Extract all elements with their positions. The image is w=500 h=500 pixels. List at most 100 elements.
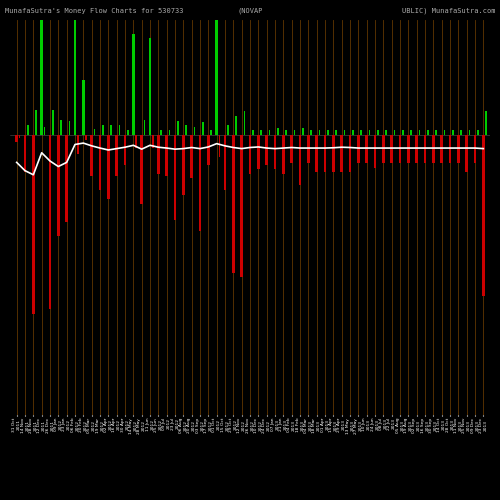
Text: (NOVAP: (NOVAP <box>238 8 263 14</box>
Bar <box>99 135 101 190</box>
Bar <box>316 135 318 172</box>
Bar <box>466 135 468 172</box>
Bar <box>486 111 487 135</box>
Bar <box>152 135 154 147</box>
Text: MunafaSutra's Money Flow Charts for 530733: MunafaSutra's Money Flow Charts for 5307… <box>5 8 184 14</box>
Bar <box>266 135 268 164</box>
Bar <box>149 38 151 135</box>
Bar <box>432 135 434 164</box>
Bar <box>416 135 418 164</box>
Bar <box>32 135 34 314</box>
Bar <box>119 124 120 135</box>
Bar <box>327 130 328 135</box>
Bar <box>166 135 168 176</box>
Bar <box>440 135 443 164</box>
Bar <box>174 135 176 220</box>
Bar <box>352 130 354 135</box>
Bar <box>36 110 37 135</box>
Bar <box>210 130 212 135</box>
Bar <box>110 124 112 135</box>
Bar <box>216 0 218 135</box>
Bar <box>127 130 128 135</box>
Bar <box>424 135 426 164</box>
Bar <box>274 135 276 170</box>
Bar <box>107 135 110 199</box>
Bar <box>244 111 246 135</box>
Bar <box>340 135 343 172</box>
Bar <box>219 135 220 157</box>
Bar <box>132 34 134 135</box>
Bar <box>190 135 193 178</box>
Bar <box>186 124 187 135</box>
Bar <box>144 120 146 135</box>
Bar <box>44 126 46 135</box>
Bar <box>374 135 376 168</box>
Bar <box>369 130 370 135</box>
Bar <box>136 135 137 147</box>
Bar <box>66 135 68 222</box>
Bar <box>336 130 337 135</box>
Bar <box>19 135 20 138</box>
Bar <box>27 124 28 135</box>
Bar <box>444 130 446 135</box>
Bar <box>282 135 284 174</box>
Bar <box>277 128 278 135</box>
Bar <box>182 135 184 194</box>
Bar <box>310 130 312 135</box>
Bar <box>86 135 87 140</box>
Bar <box>157 135 160 174</box>
Bar <box>436 130 437 135</box>
Bar <box>307 135 310 164</box>
Bar <box>227 124 228 135</box>
Bar <box>377 130 378 135</box>
Bar <box>24 135 26 172</box>
Bar <box>60 120 62 135</box>
Bar <box>199 135 201 232</box>
Bar <box>410 130 412 135</box>
Bar <box>477 130 478 135</box>
Bar <box>449 135 451 164</box>
Bar <box>116 135 118 176</box>
Bar <box>260 130 262 135</box>
Bar <box>474 135 476 164</box>
Bar <box>57 135 59 236</box>
Bar <box>140 135 143 203</box>
Bar <box>402 130 404 135</box>
Bar <box>77 135 78 154</box>
Bar <box>269 130 270 135</box>
Bar <box>40 20 43 135</box>
Bar <box>357 135 360 164</box>
Bar <box>390 135 393 164</box>
Bar <box>69 121 70 135</box>
Bar <box>286 130 287 135</box>
Bar <box>460 130 462 135</box>
Bar <box>52 110 54 135</box>
Bar <box>482 135 484 296</box>
Bar <box>74 0 76 135</box>
Bar <box>49 135 51 310</box>
Bar <box>399 135 401 164</box>
Bar <box>202 122 203 135</box>
Bar <box>427 130 428 135</box>
Bar <box>194 128 196 135</box>
Bar <box>302 128 304 135</box>
Bar <box>382 135 384 164</box>
Bar <box>124 135 126 164</box>
Bar <box>324 135 326 172</box>
Bar <box>240 135 243 277</box>
Bar <box>299 135 301 186</box>
Bar <box>236 116 237 135</box>
Bar <box>349 135 351 172</box>
Bar <box>249 135 251 174</box>
Bar <box>257 135 260 170</box>
Bar <box>82 80 84 135</box>
Bar <box>160 130 162 135</box>
Bar <box>232 135 234 272</box>
Bar <box>457 135 460 164</box>
Bar <box>207 135 210 164</box>
Bar <box>344 130 346 135</box>
Bar <box>252 130 254 135</box>
Text: UBLIC) MunafaSutra.com: UBLIC) MunafaSutra.com <box>402 8 495 14</box>
Bar <box>169 130 170 135</box>
Bar <box>290 135 293 164</box>
